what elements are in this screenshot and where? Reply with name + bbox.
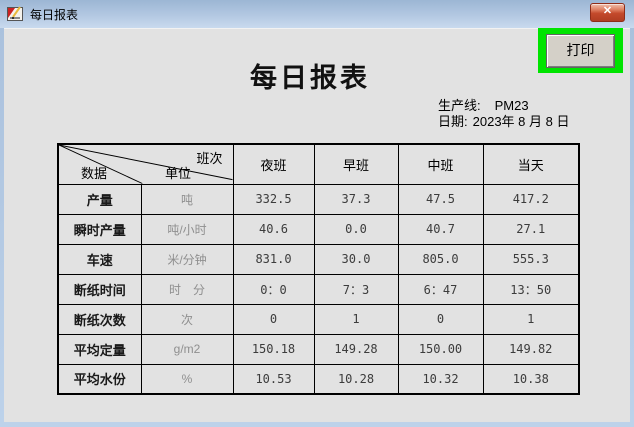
value-cell: 10.28 — [313, 363, 399, 395]
value-cell: 831.0 — [232, 243, 315, 275]
table-row: 产量 吨 332.5 37.3 47.5 417.2 — [57, 183, 580, 215]
report-info: 生产线: PM23 日期: 2023年 8 月 8 日 — [438, 98, 569, 130]
production-line-label: 生产线: — [438, 98, 481, 113]
diagonal-corner-cell: 班次 单位 数据 — [57, 143, 234, 185]
window-titlebar: 每日报表 ✕ — [0, 0, 634, 28]
close-icon: ✕ — [602, 5, 613, 17]
value-cell: 150.18 — [232, 333, 315, 365]
value-cell: 30.0 — [313, 243, 399, 275]
row-label: 产量 — [57, 183, 142, 215]
table-row: 断纸次数 次 0 1 0 1 — [57, 303, 580, 335]
corner-label-unit: 单位 — [165, 165, 192, 181]
value-cell: 0.0 — [313, 213, 399, 245]
value-cell: 332.5 — [232, 183, 315, 215]
value-cell: 10.32 — [397, 363, 484, 395]
value-cell: 27.1 — [482, 213, 580, 245]
app-icon — [7, 6, 23, 21]
table-header-row: 班次 单位 数据 夜班 早班 中班 当天 — [57, 143, 580, 185]
print-button-highlight: 打印 — [538, 28, 623, 73]
window-title: 每日报表 — [30, 7, 79, 22]
unit-cell: 米/分钟 — [140, 243, 234, 275]
value-cell: 7：3 — [313, 273, 399, 305]
value-cell: 1 — [313, 303, 399, 335]
diagonal-lines — [59, 145, 232, 183]
value-cell: 6：47 — [397, 273, 484, 305]
row-label: 断纸时间 — [57, 273, 142, 305]
value-cell: 13：50 — [482, 273, 580, 305]
table-row: 断纸时间 时 分 0：0 7：3 6：47 13：50 — [57, 273, 580, 305]
value-cell: 805.0 — [397, 243, 484, 275]
value-cell: 149.28 — [313, 333, 399, 365]
unit-cell: 次 — [140, 303, 234, 335]
row-label: 车速 — [57, 243, 142, 275]
value-cell: 1 — [482, 303, 580, 335]
row-label: 平均定量 — [57, 333, 142, 365]
unit-cell: 吨/小时 — [140, 213, 234, 245]
value-cell: 40.7 — [397, 213, 484, 245]
corner-label-data: 数据 — [81, 165, 108, 181]
value-cell: 40.6 — [232, 213, 315, 245]
table-row: 瞬时产量 吨/小时 40.6 0.0 40.7 27.1 — [57, 213, 580, 245]
production-line-value: PM23 — [494, 98, 529, 113]
table-row: 平均水份 % 10.53 10.28 10.32 10.38 — [57, 363, 580, 395]
daily-report-table: 班次 单位 数据 夜班 早班 中班 当天 产量 吨 332.5 37.3 47.… — [57, 143, 580, 395]
column-header-morning: 早班 — [313, 143, 399, 185]
value-cell: 0 — [397, 303, 484, 335]
value-cell: 10.38 — [482, 363, 580, 395]
column-header-today: 当天 — [482, 143, 580, 185]
value-cell: 417.2 — [482, 183, 580, 215]
value-cell: 149.82 — [482, 333, 580, 365]
page-title: 每日报表 — [250, 63, 370, 93]
value-cell: 0 — [232, 303, 315, 335]
value-cell: 10.53 — [232, 363, 315, 395]
row-label: 平均水份 — [57, 363, 142, 395]
date-label: 日期: — [438, 114, 468, 129]
table-row: 车速 米/分钟 831.0 30.0 805.0 555.3 — [57, 243, 580, 275]
unit-cell: % — [140, 363, 234, 395]
unit-cell: 时 分 — [140, 273, 234, 305]
print-button[interactable]: 打印 — [546, 33, 615, 68]
table-row: 平均定量 g/m2 150.18 149.28 150.00 149.82 — [57, 333, 580, 365]
row-label: 瞬时产量 — [57, 213, 142, 245]
unit-cell: 吨 — [140, 183, 234, 215]
value-cell: 47.5 — [397, 183, 484, 215]
close-button[interactable]: ✕ — [590, 3, 625, 22]
row-label: 断纸次数 — [57, 303, 142, 335]
unit-cell: g/m2 — [140, 333, 234, 365]
value-cell: 37.3 — [313, 183, 399, 215]
value-cell: 150.00 — [397, 333, 484, 365]
date-value: 2023年 8 月 8 日 — [472, 114, 570, 129]
corner-label-shift: 班次 — [196, 151, 223, 166]
column-header-night: 夜班 — [232, 143, 315, 185]
value-cell: 0：0 — [232, 273, 315, 305]
column-header-middle: 中班 — [397, 143, 484, 185]
value-cell: 555.3 — [482, 243, 580, 275]
